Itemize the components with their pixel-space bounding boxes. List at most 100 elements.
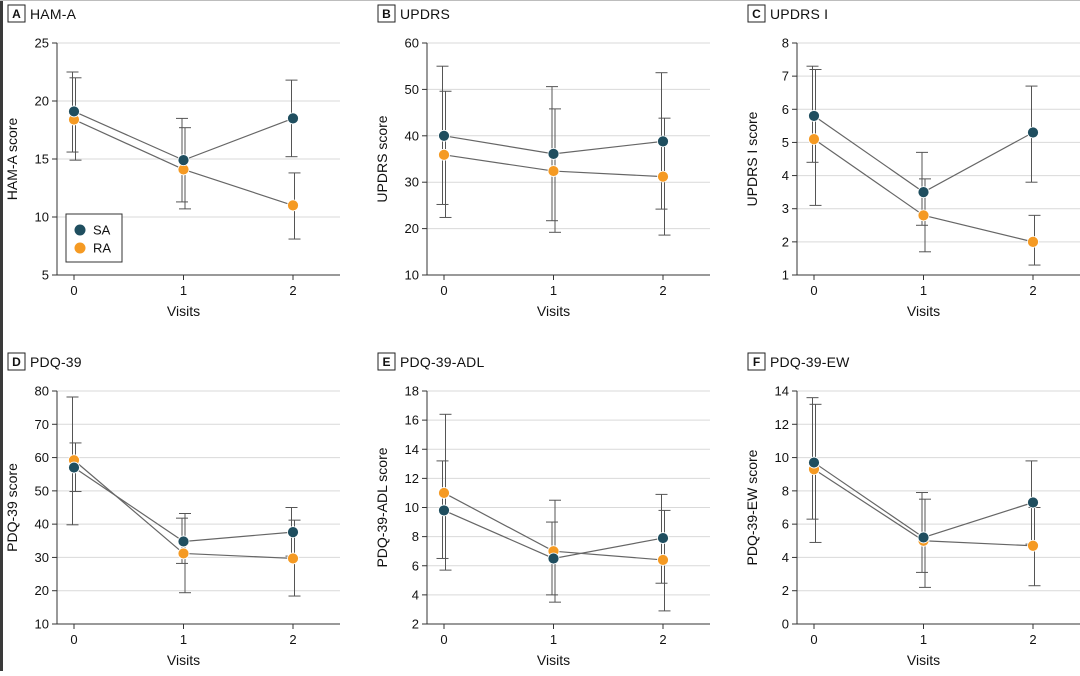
x-tick-label: 2 <box>289 283 296 298</box>
y-tick-label: 8 <box>782 36 789 51</box>
y-tick-label: 30 <box>405 175 419 190</box>
data-point-sa <box>917 531 930 544</box>
data-point-sa <box>177 154 190 167</box>
y-tick-label: 3 <box>782 201 789 216</box>
y-tick-label: 50 <box>405 82 419 97</box>
data-point-sa <box>657 532 669 544</box>
y-tick-label: 6 <box>782 517 789 532</box>
panel-title: PDQ-39-ADL <box>400 354 484 370</box>
x-tick-label: 0 <box>810 632 817 647</box>
x-tick-label: 2 <box>659 283 666 298</box>
x-tick-label: 1 <box>920 283 927 298</box>
data-point-sa <box>438 504 450 517</box>
x-tick-label: 2 <box>1029 632 1036 647</box>
series-line-sa <box>813 462 1034 539</box>
data-point-ra <box>1027 539 1039 552</box>
panel-d: D PDQ-39 10 20 30 40 50 60 70 80 0 1 2 Visits PDQ-39 s… <box>4 352 340 668</box>
x-tick-label: 0 <box>70 283 77 298</box>
y-tick-label: 6 <box>782 102 789 117</box>
panel-b: B UPDRS 10 20 30 40 50 60 0 1 2 Visits UPDRS score <box>374 4 710 319</box>
x-tick-label: 0 <box>810 283 817 298</box>
panel-title: UPDRS I <box>770 6 828 22</box>
panel-a: A HAM-A 5 10 15 20 25 0 1 2 Visits HAM-A score SA RA <box>4 4 340 319</box>
x-tick-label: 1 <box>550 632 557 647</box>
y-tick-label: 30 <box>35 550 49 565</box>
x-axis-title: Visits <box>537 303 570 319</box>
series-line-sa <box>813 115 1034 193</box>
panel-letter: F <box>753 355 760 369</box>
y-tick-label: 1 <box>782 268 789 283</box>
y-tick-label: 2 <box>782 583 789 598</box>
y-tick-label: 60 <box>35 450 49 465</box>
data-point-ra <box>547 165 560 177</box>
panel-title: UPDRS <box>400 6 450 22</box>
x-tick-label: 1 <box>550 283 557 298</box>
data-point-sa <box>177 535 190 548</box>
x-axis-title: Visits <box>167 652 200 668</box>
data-point-sa <box>68 105 80 118</box>
data-point-ra <box>287 199 299 212</box>
x-tick-label: 0 <box>440 283 447 298</box>
frame-left-border <box>0 0 3 671</box>
y-tick-label: 7 <box>782 69 789 84</box>
y-tick-label: 6 <box>412 558 419 573</box>
y-tick-label: 8 <box>412 529 419 544</box>
panel-letter-box <box>7 352 26 371</box>
y-tick-label: 5 <box>42 268 49 283</box>
data-point-ra <box>438 148 450 161</box>
legend-label-ra: RA <box>93 241 111 256</box>
data-point-ra <box>657 170 669 183</box>
y-tick-label: 20 <box>35 583 49 598</box>
y-tick-label: 60 <box>405 36 419 51</box>
y-axis-title: PDQ-39-ADL score <box>374 447 390 567</box>
y-tick-label: 4 <box>782 168 789 183</box>
y-tick-label: 2 <box>412 617 419 632</box>
data-point-sa <box>917 186 930 199</box>
y-tick-label: 10 <box>35 617 49 632</box>
data-point-sa <box>287 526 299 539</box>
panel-letter: E <box>382 355 390 369</box>
data-point-sa <box>808 110 820 122</box>
x-axis-title: Visits <box>907 303 940 319</box>
x-tick-label: 1 <box>920 632 927 647</box>
panel-c: C UPDRS I 1 2 3 4 5 6 7 8 0 1 2 Visits UPDRS I score <box>744 4 1080 319</box>
x-axis-title: Visits <box>907 652 940 668</box>
data-point-ra <box>438 487 450 499</box>
y-tick-label: 12 <box>405 471 419 486</box>
y-axis-title: UPDRS I score <box>744 111 760 206</box>
data-point-ra <box>1027 235 1039 248</box>
y-tick-label: 70 <box>35 417 49 432</box>
data-point-sa <box>808 456 820 469</box>
frame-top-border <box>0 0 1080 1</box>
y-tick-label: 5 <box>782 135 789 150</box>
x-tick-label: 0 <box>440 632 447 647</box>
panel-letter-box <box>7 4 26 23</box>
y-tick-label: 40 <box>35 517 49 532</box>
y-tick-label: 14 <box>775 384 789 399</box>
y-tick-label: 80 <box>35 384 49 399</box>
y-tick-label: 25 <box>35 36 49 51</box>
data-point-sa <box>438 129 450 142</box>
data-point-ra <box>917 209 930 222</box>
legend-box <box>65 213 123 263</box>
x-tick-label: 1 <box>180 632 187 647</box>
data-point-sa <box>547 147 560 160</box>
y-tick-label: 50 <box>35 483 49 498</box>
data-point-sa <box>1027 126 1039 139</box>
series-line-sa <box>73 467 294 543</box>
panel-title: HAM-A <box>30 6 77 22</box>
data-point-ra <box>287 552 299 565</box>
y-tick-label: 4 <box>412 587 419 602</box>
y-tick-label: 20 <box>35 94 49 109</box>
y-tick-label: 18 <box>405 384 419 399</box>
x-tick-label: 1 <box>180 283 187 298</box>
data-point-sa <box>1027 496 1039 509</box>
data-point-ra <box>808 133 820 146</box>
panel-letter: C <box>752 7 761 21</box>
panel-title: PDQ-39 <box>30 354 82 370</box>
data-point-sa <box>657 135 669 148</box>
